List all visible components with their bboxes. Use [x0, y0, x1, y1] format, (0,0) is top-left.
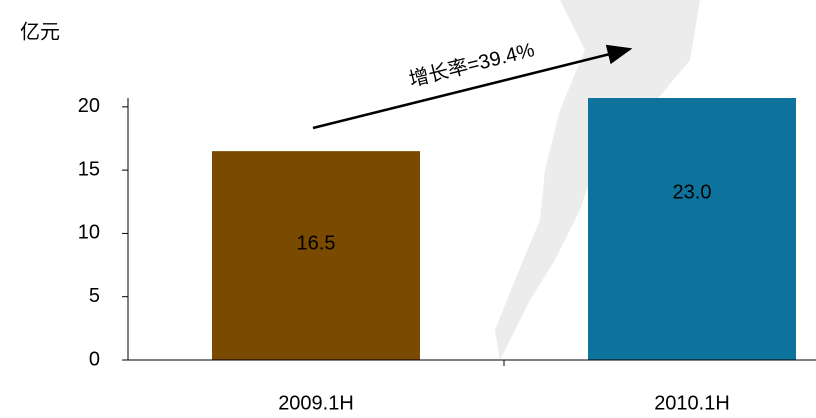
y-tick-label: 0 [89, 348, 100, 370]
y-tick-label: 10 [78, 222, 100, 244]
x-tick-label: 2010.1H [654, 392, 730, 414]
bar [588, 98, 796, 360]
growth-annotation: 增长率=39.4% [407, 38, 537, 91]
value-label: 23.0 [673, 181, 712, 203]
background-map [495, 0, 700, 360]
x-tick-label: 2009.1H [278, 392, 354, 414]
unit-label: 亿元 [20, 20, 60, 43]
y-tick-label: 5 [89, 285, 100, 307]
growth-arrow [312, 44, 633, 130]
plot-area [212, 98, 796, 360]
value-label: 16.5 [297, 232, 336, 254]
y-tick-label: 20 [78, 95, 100, 117]
bar [212, 151, 420, 360]
y-tick-label: 15 [78, 158, 100, 180]
